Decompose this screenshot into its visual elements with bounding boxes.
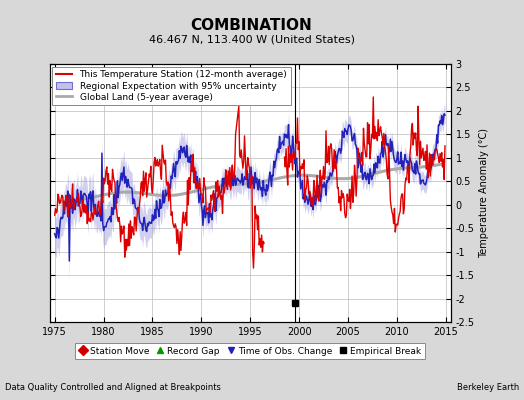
Text: COMBINATION: COMBINATION — [191, 18, 312, 33]
Text: 46.467 N, 113.400 W (United States): 46.467 N, 113.400 W (United States) — [148, 34, 355, 44]
Legend: This Temperature Station (12-month average), Regional Expectation with 95% uncer: This Temperature Station (12-month avera… — [52, 67, 291, 106]
Text: Berkeley Earth: Berkeley Earth — [456, 383, 519, 392]
Legend: Station Move, Record Gap, Time of Obs. Change, Empirical Break: Station Move, Record Gap, Time of Obs. C… — [75, 343, 425, 359]
Text: Data Quality Controlled and Aligned at Breakpoints: Data Quality Controlled and Aligned at B… — [5, 383, 221, 392]
Y-axis label: Temperature Anomaly (°C): Temperature Anomaly (°C) — [478, 128, 489, 258]
